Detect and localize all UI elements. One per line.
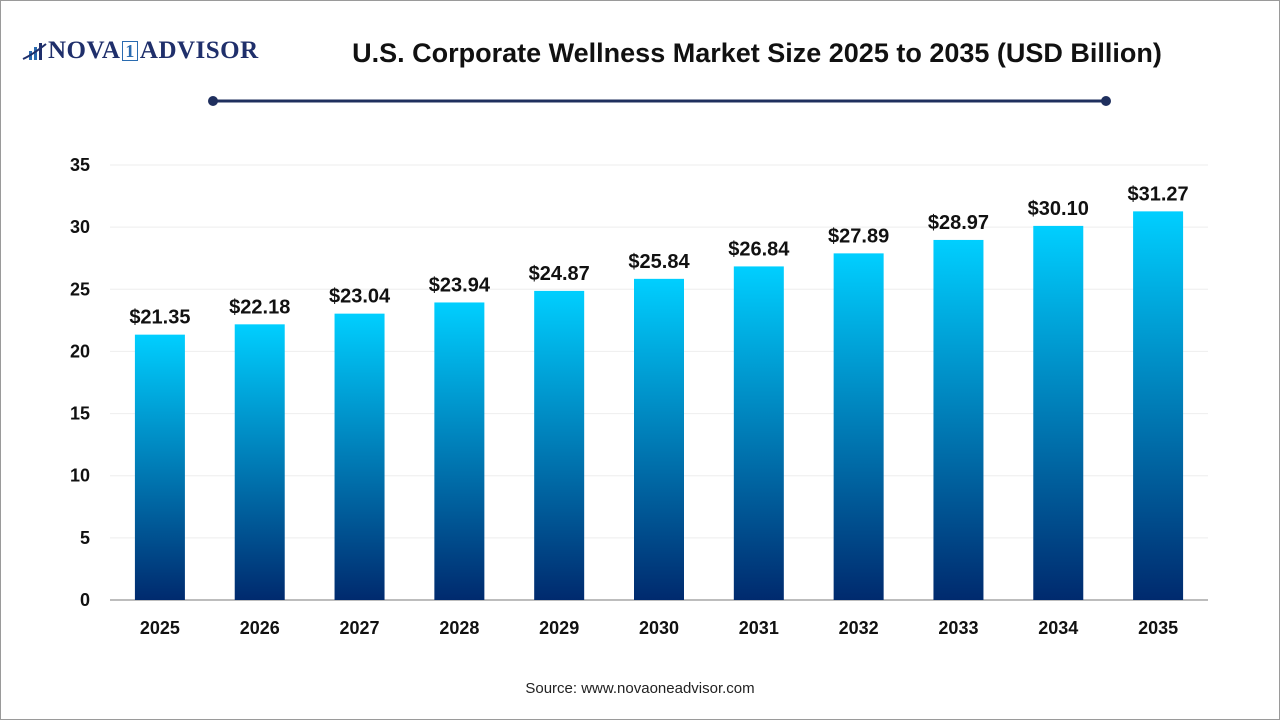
x-tick-label: 2034 <box>1038 618 1078 638</box>
y-tick-label: 20 <box>70 341 90 361</box>
data-label: $21.35 <box>129 307 190 329</box>
bar-2025 <box>134 334 185 600</box>
y-tick-label: 30 <box>70 217 90 237</box>
x-tick-label: 2027 <box>340 618 380 638</box>
bar-2035 <box>1133 211 1184 600</box>
logo-text-nova: NOVA <box>48 37 121 64</box>
data-label: $27.89 <box>828 225 889 247</box>
data-label: $23.04 <box>329 286 391 308</box>
bar-2034 <box>1033 225 1084 600</box>
x-tick-label: 2026 <box>240 618 280 638</box>
x-tick-label: 2033 <box>938 618 978 638</box>
data-label: $24.87 <box>529 263 590 285</box>
data-label: $26.84 <box>728 238 790 260</box>
x-tick-label: 2029 <box>539 618 579 638</box>
data-label: $31.27 <box>1128 183 1189 205</box>
bar-2029 <box>534 290 585 600</box>
y-tick-label: 15 <box>70 404 90 424</box>
y-tick-label: 0 <box>80 590 90 610</box>
bar-2032 <box>833 253 884 601</box>
data-label: $25.84 <box>628 251 690 273</box>
logo-text-one: 1 <box>122 41 138 61</box>
bar-2026 <box>234 324 285 600</box>
x-tick-label: 2025 <box>140 618 180 638</box>
bar-2031 <box>733 266 784 600</box>
x-tick-label: 2028 <box>439 618 479 638</box>
x-tick-label: 2035 <box>1138 618 1178 638</box>
title-rule-dot-right <box>1101 96 1111 106</box>
bar-2033 <box>933 239 984 601</box>
chart-title: U.S. Corporate Wellness Market Size 2025… <box>352 38 1162 68</box>
bar-2028 <box>434 302 485 600</box>
bar-2027 <box>334 313 385 600</box>
x-tick-label: 2032 <box>839 618 879 638</box>
y-tick-label: 10 <box>70 466 90 486</box>
x-tick-label: 2031 <box>739 618 779 638</box>
source-note: Source: www.novaoneadvisor.com <box>525 680 755 697</box>
y-tick-label: 35 <box>70 155 90 175</box>
bar-chart-logo-icon <box>22 43 47 60</box>
title-rule-dot-left <box>208 96 218 106</box>
data-label: $22.18 <box>229 296 290 318</box>
data-label: $23.94 <box>429 274 491 296</box>
x-tick-label: 2030 <box>639 618 679 638</box>
logo-text-advisor: ADVISOR <box>139 37 259 64</box>
y-tick-label: 25 <box>70 279 90 299</box>
data-label: $28.97 <box>928 212 989 234</box>
nova-advisor-logo: NOVA 1 ADVISOR <box>22 37 259 65</box>
y-tick-label: 5 <box>80 528 90 548</box>
data-label: $30.10 <box>1028 198 1089 220</box>
bar-2030 <box>634 278 684 600</box>
